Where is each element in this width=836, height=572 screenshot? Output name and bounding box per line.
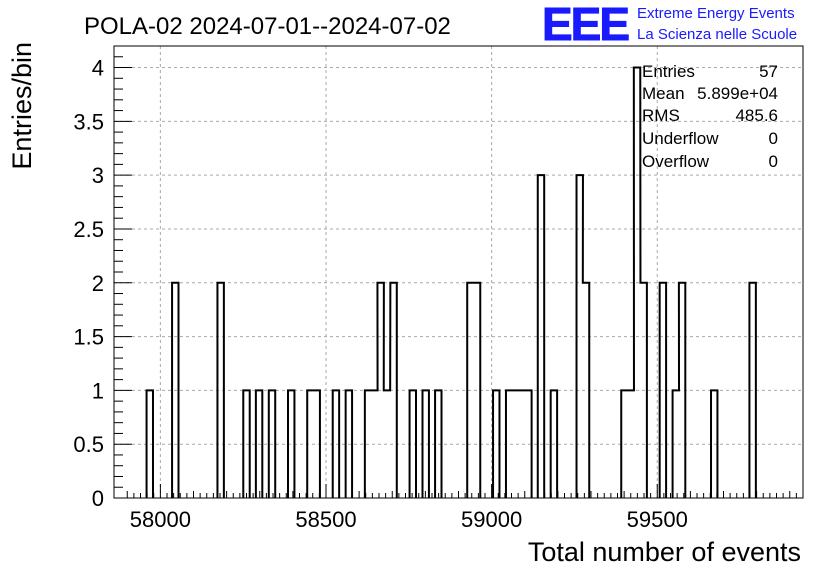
grid-lines <box>114 46 803 499</box>
histogram-bin <box>390 283 396 498</box>
histogram-bin <box>435 390 441 498</box>
stat-value: 5.899e+04 <box>697 84 778 103</box>
histogram-bin <box>634 68 640 498</box>
histogram-bin <box>628 390 634 498</box>
histogram-bin <box>422 390 428 498</box>
y-tick-label: 1.5 <box>73 325 104 350</box>
histogram-bin <box>269 390 275 498</box>
histogram-bin <box>538 175 544 498</box>
axis-ticks <box>114 45 804 499</box>
histogram-bin <box>506 390 512 498</box>
histogram-bin <box>640 283 646 498</box>
histogram-bin <box>621 390 627 498</box>
histogram-bin <box>493 390 499 498</box>
histogram-bin <box>512 390 518 498</box>
stats-box: Entries 57 Mean 5.899e+04 RMS 485.6 Unde… <box>642 62 778 171</box>
histogram-bin <box>474 283 480 498</box>
y-axis-title: Entries/bin <box>7 42 37 170</box>
histogram-bin <box>384 390 390 498</box>
histogram-bin <box>377 283 383 498</box>
logo-line2: La Scienza nelle Scuole <box>637 26 797 43</box>
x-tick-label: 58500 <box>295 507 356 532</box>
y-tick-label: 0 <box>92 486 104 511</box>
histogram-bin <box>583 283 589 498</box>
y-tick-label: 1 <box>92 378 104 403</box>
histogram-bin <box>551 390 557 498</box>
x-axis-title: Total number of events <box>528 537 801 567</box>
x-tick-label: 59500 <box>627 507 688 532</box>
stat-label: Entries <box>642 62 695 81</box>
logo-line1: Extreme Energy Events <box>637 5 795 22</box>
histogram-bin <box>660 283 666 498</box>
stat-value: 0 <box>769 129 778 148</box>
histogram-bin <box>749 283 755 498</box>
histogram-bin <box>314 390 320 498</box>
stat-value: 485.6 <box>735 106 778 125</box>
stat-label: Overflow <box>642 152 710 171</box>
histogram-bin <box>525 390 531 498</box>
y-tick-label: 3 <box>92 163 104 188</box>
x-tick-label: 59000 <box>461 507 522 532</box>
y-tick-labels: 0 0.5 1 1.5 2 2.5 3 3.5 4 <box>73 56 104 511</box>
y-tick-label: 4 <box>92 56 104 81</box>
histogram-bin <box>365 390 371 498</box>
logo-mark: EEE <box>542 0 628 50</box>
histogram-bin <box>673 390 679 498</box>
y-tick-label: 3.5 <box>73 109 104 134</box>
y-tick-label: 2.5 <box>73 217 104 242</box>
eee-logo: EEE Extreme Energy Events La Scienza nel… <box>542 0 798 51</box>
y-tick-label: 0.5 <box>73 432 104 457</box>
stat-value: 57 <box>759 62 778 81</box>
stat-value: 0 <box>769 152 778 171</box>
stat-label: Underflow <box>642 129 719 148</box>
chart-title: POLA-02 2024-07-01--2024-07-02 <box>84 13 451 40</box>
histogram-bin <box>256 390 262 498</box>
histogram-bin <box>172 283 178 498</box>
histogram-bin <box>467 283 473 498</box>
x-tick-labels: 58000 58500 59000 59500 <box>130 507 688 532</box>
histogram-bin <box>217 283 223 498</box>
histogram-bin <box>410 390 416 498</box>
histogram-bin <box>711 390 717 498</box>
histogram-bin <box>519 390 525 498</box>
histogram-bin <box>147 390 153 498</box>
histogram-bin <box>371 390 377 498</box>
stat-label: RMS <box>642 106 680 125</box>
histogram-bin <box>288 390 294 498</box>
x-tick-label: 58000 <box>130 507 191 532</box>
y-tick-label: 2 <box>92 271 104 296</box>
histogram-bin <box>333 390 339 498</box>
histogram-bin <box>243 390 249 498</box>
stat-label: Mean <box>642 84 685 103</box>
histogram-bin <box>307 390 313 498</box>
histogram-bin <box>577 175 583 498</box>
histogram-bin <box>346 390 352 498</box>
histogram-bin <box>679 283 685 498</box>
histogram-outline <box>145 66 757 498</box>
